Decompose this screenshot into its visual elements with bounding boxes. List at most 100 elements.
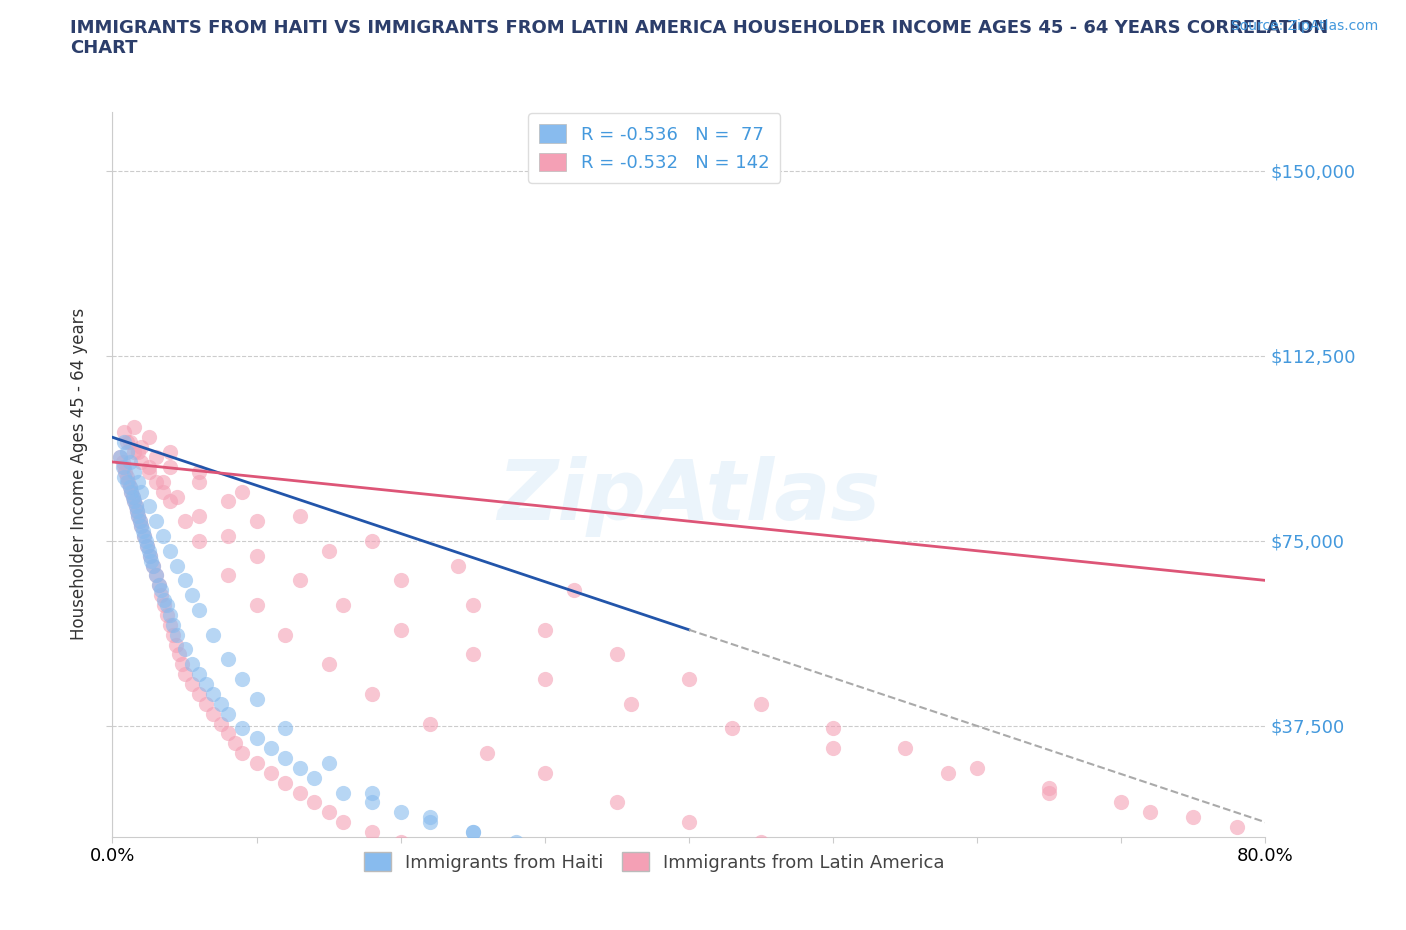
- Point: [138, 543, 160, 558]
- Point: [231, 721, 253, 736]
- Point: [288, 573, 311, 588]
- Point: [447, 558, 470, 573]
- Point: [505, 834, 527, 849]
- Point: [173, 667, 195, 682]
- Point: [129, 519, 153, 534]
- Point: [332, 598, 354, 613]
- Point: [936, 879, 959, 894]
- Point: [166, 627, 188, 642]
- Point: [360, 795, 382, 810]
- Point: [170, 657, 193, 671]
- Point: [231, 671, 253, 686]
- Point: [304, 770, 326, 785]
- Point: [966, 864, 988, 879]
- Point: [246, 755, 269, 770]
- Point: [148, 578, 170, 592]
- Point: [1182, 876, 1205, 891]
- Point: [606, 844, 628, 859]
- Point: [246, 513, 269, 528]
- Point: [112, 425, 135, 440]
- Point: [127, 509, 149, 524]
- Point: [288, 509, 311, 524]
- Text: IMMIGRANTS FROM HAITI VS IMMIGRANTS FROM LATIN AMERICA HOUSEHOLDER INCOME AGES 4: IMMIGRANTS FROM HAITI VS IMMIGRANTS FROM…: [70, 19, 1329, 58]
- Point: [138, 459, 160, 474]
- Point: [217, 652, 239, 667]
- Point: [122, 445, 145, 459]
- Point: [159, 459, 181, 474]
- Point: [274, 627, 297, 642]
- Point: [461, 825, 484, 840]
- Point: [209, 697, 232, 711]
- Point: [534, 765, 557, 780]
- Point: [246, 731, 269, 746]
- Point: [880, 879, 903, 894]
- Point: [534, 867, 557, 882]
- Point: [821, 879, 844, 894]
- Point: [534, 840, 557, 855]
- Point: [129, 485, 153, 499]
- Point: [735, 879, 758, 894]
- Point: [318, 543, 340, 558]
- Point: [159, 618, 181, 632]
- Point: [821, 740, 844, 755]
- Point: [231, 746, 253, 761]
- Point: [1038, 785, 1060, 800]
- Point: [606, 795, 628, 810]
- Point: [138, 498, 160, 513]
- Point: [139, 549, 162, 564]
- Point: [118, 455, 141, 470]
- Point: [1226, 819, 1249, 834]
- Point: [122, 420, 145, 435]
- Point: [108, 449, 131, 464]
- Point: [127, 445, 149, 459]
- Point: [419, 810, 441, 825]
- Point: [156, 607, 179, 622]
- Point: [447, 855, 470, 870]
- Point: [461, 598, 484, 613]
- Point: [1081, 879, 1104, 894]
- Point: [419, 716, 441, 731]
- Point: [115, 470, 138, 485]
- Point: [534, 622, 557, 637]
- Point: [765, 879, 787, 894]
- Point: [127, 474, 149, 489]
- Point: [120, 485, 142, 499]
- Point: [360, 534, 382, 549]
- Point: [159, 494, 181, 509]
- Point: [188, 464, 211, 479]
- Point: [562, 869, 585, 883]
- Point: [721, 721, 744, 736]
- Point: [188, 603, 211, 618]
- Point: [389, 622, 412, 637]
- Point: [134, 528, 156, 543]
- Point: [332, 785, 354, 800]
- Point: [332, 815, 354, 830]
- Point: [1226, 879, 1249, 894]
- Point: [260, 740, 283, 755]
- Point: [153, 592, 176, 607]
- Point: [1139, 879, 1161, 894]
- Point: [188, 509, 211, 524]
- Point: [1111, 795, 1133, 810]
- Point: [678, 671, 700, 686]
- Point: [120, 485, 142, 499]
- Point: [112, 470, 135, 485]
- Point: [793, 879, 815, 894]
- Point: [188, 667, 211, 682]
- Point: [851, 879, 873, 894]
- Point: [138, 430, 160, 445]
- Point: [180, 588, 202, 603]
- Point: [112, 459, 135, 474]
- Point: [121, 489, 143, 504]
- Point: [274, 776, 297, 790]
- Point: [475, 746, 499, 761]
- Point: [115, 435, 138, 450]
- Point: [145, 568, 167, 583]
- Point: [188, 686, 211, 701]
- Point: [134, 528, 156, 543]
- Point: [620, 697, 643, 711]
- Legend: Immigrants from Haiti, Immigrants from Latin America: Immigrants from Haiti, Immigrants from L…: [357, 845, 952, 879]
- Point: [124, 498, 146, 513]
- Point: [111, 455, 134, 470]
- Point: [112, 435, 135, 450]
